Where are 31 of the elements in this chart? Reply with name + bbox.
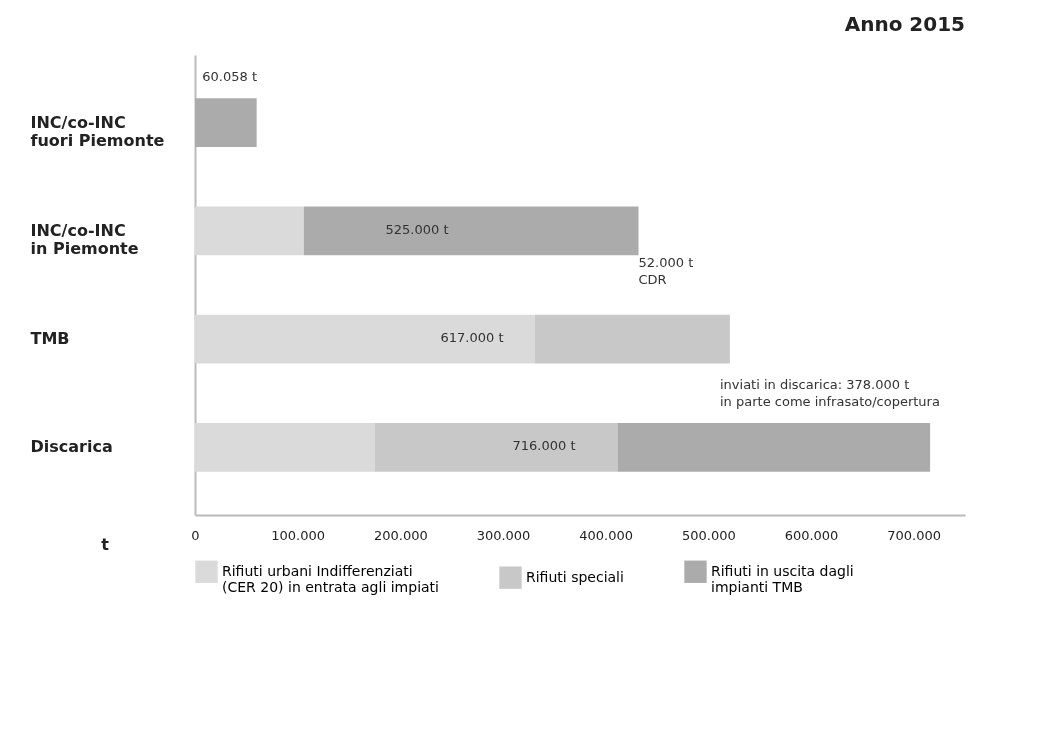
y-tick-label: INC/co-INC fuori Piemonte — [30, 112, 165, 150]
y-tick-label: INC/co-INC in Piemonte — [30, 220, 139, 258]
bar — [534, 314, 730, 364]
x-tick-label: 500.000 — [681, 527, 736, 543]
annotation: 716.000 t — [512, 438, 576, 453]
annotation: 52.000 t CDR — [638, 254, 694, 287]
legend-label: Rifiuti urbani Indifferenziati (CER 20) in entrata agli impiati — [222, 562, 439, 595]
bar — [195, 423, 375, 472]
annotation: 617.000 t — [440, 330, 504, 345]
legend-label: Rifiuti speciali — [526, 568, 624, 585]
chart-title: Anno 2015 — [844, 12, 965, 36]
x-tick-label: 700.000 — [887, 527, 942, 543]
bar — [195, 98, 257, 147]
x-tick-label: 200.000 — [373, 527, 428, 543]
bar — [195, 206, 304, 256]
bar — [195, 314, 535, 364]
bar — [374, 423, 618, 472]
y-tick-label: TMB — [30, 329, 70, 349]
annotation: inviati in discarica: 378.000 t in parte come infrasato/copertura — [720, 377, 940, 409]
y-tick-label: Discarica — [30, 437, 113, 457]
annotation: 60.058 t — [202, 69, 257, 84]
x-tick-label: 0 — [191, 527, 200, 543]
x-tick-label: 100.000 — [271, 527, 326, 543]
bar — [617, 423, 931, 472]
legend-label: Rifiuti in uscita dagli impianti TMB — [711, 562, 854, 595]
annotation: 525.000 t — [385, 222, 449, 237]
x-axis-title: t — [101, 535, 110, 554]
bar — [303, 206, 639, 256]
x-tick-label: 300.000 — [476, 527, 531, 543]
x-tick-label: 600.000 — [784, 527, 839, 543]
x-tick-label: 400.000 — [579, 527, 634, 543]
